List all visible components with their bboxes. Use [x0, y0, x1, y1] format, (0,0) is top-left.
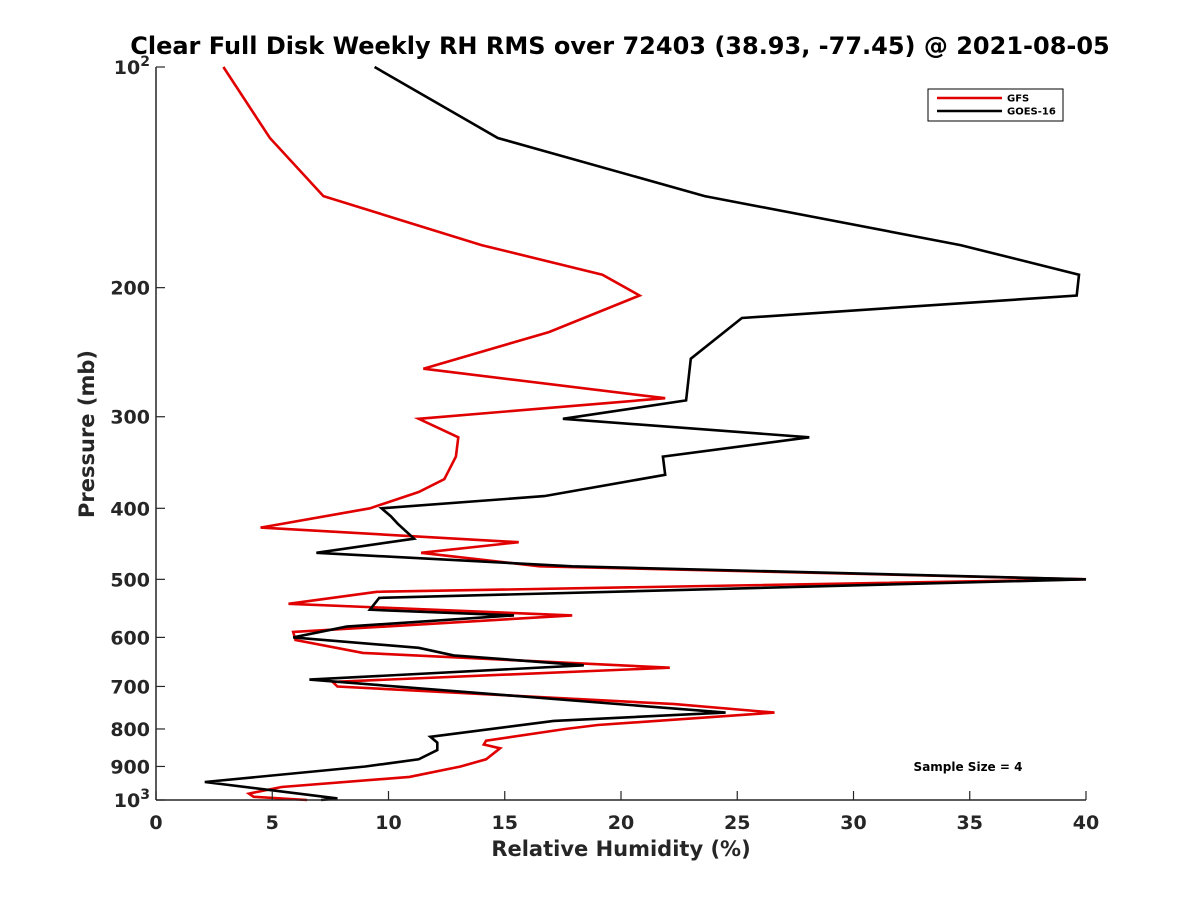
x-tick-label: 15 [492, 812, 518, 834]
x-tick-label: 35 [957, 812, 983, 834]
x-tick-label: 5 [266, 812, 279, 834]
y-tick-label: 900 [110, 756, 150, 778]
x-axis-label: Relative Humidity (%) [491, 837, 750, 861]
series-line-goes-16 [204, 65, 1087, 802]
series-layer [204, 65, 1087, 802]
sample-size-annotation: Sample Size = 4 [914, 760, 1023, 774]
y-tick-label: 200 [110, 278, 150, 300]
y-axis-label: Pressure (mb) [75, 350, 99, 518]
legend-label-goes-16: GOES-16 [1007, 107, 1056, 118]
y-tick-label: 700 [110, 676, 150, 698]
x-ticks: 0 5 10 15 20 25 30 35 40 [149, 791, 1099, 834]
legend-box [927, 88, 1064, 122]
x-tick-label: 40 [1073, 812, 1099, 834]
x-tick-label: 0 [149, 812, 162, 834]
x-tick-label: 30 [840, 812, 866, 834]
y-tick-label: 800 [110, 719, 150, 741]
y-ticks: 102 200 300 400 500 600 700 800 900 103 [110, 54, 165, 812]
x-tick-label: 25 [724, 812, 750, 834]
legend-label-gfs: GFS [1007, 94, 1029, 105]
y-tick-label: 300 [110, 407, 150, 429]
series-line-gfs [222, 66, 1087, 802]
x-tick-label: 10 [375, 812, 401, 834]
y-tick-label: 400 [110, 498, 150, 520]
y-tick-label: 500 [110, 569, 150, 591]
y-tick-label: 103 [114, 787, 150, 812]
x-tick-label: 20 [608, 812, 634, 834]
legend: GFS GOES-16 [927, 88, 1064, 122]
y-tick-label: 600 [110, 627, 150, 649]
y-tick-label: 102 [114, 54, 150, 79]
chart-title: Clear Full Disk Weekly RH RMS over 72403… [130, 32, 1110, 60]
